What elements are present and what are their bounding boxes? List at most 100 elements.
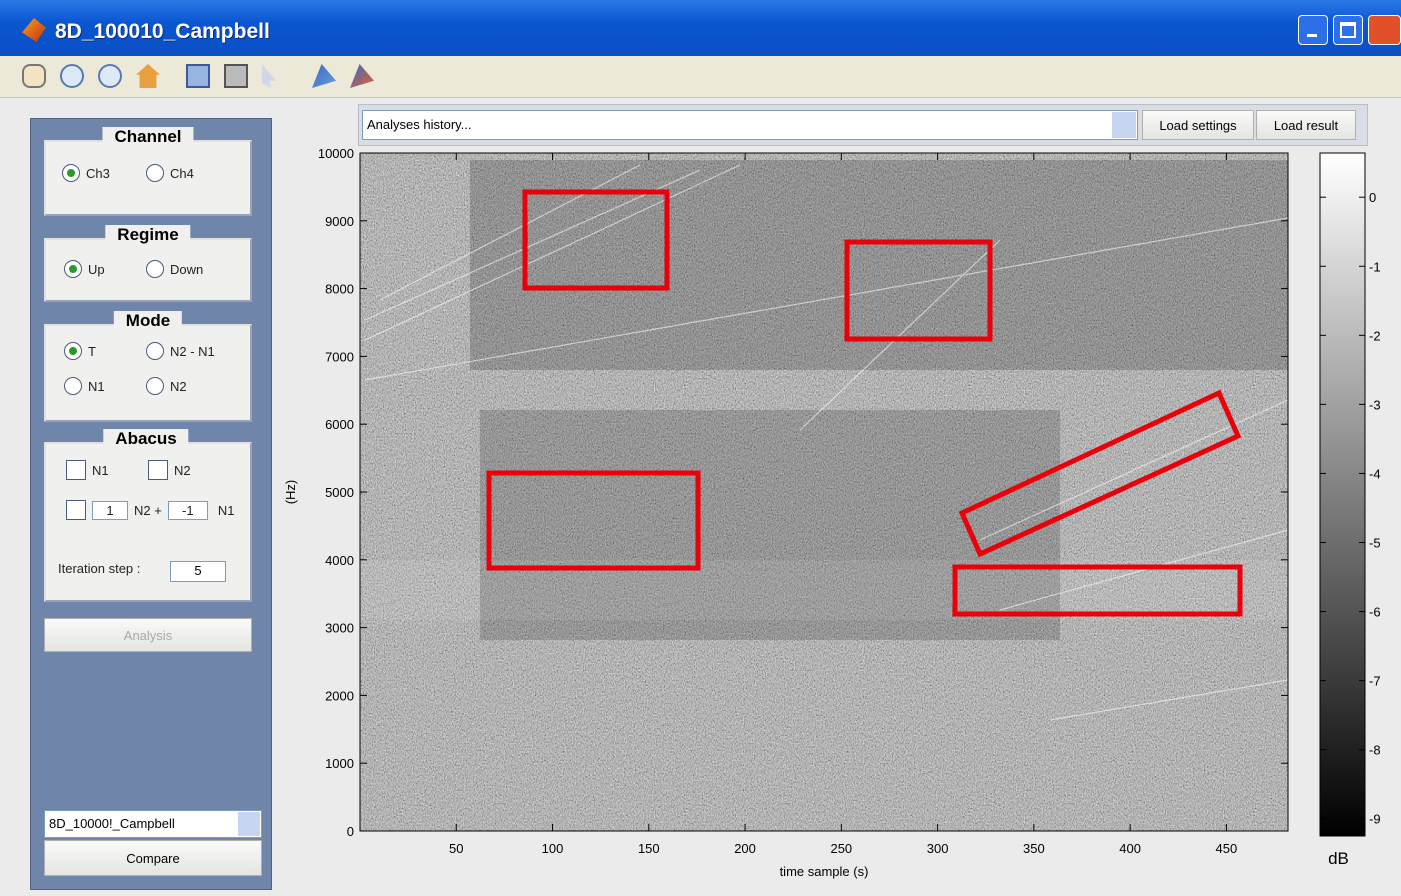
title-bar: 8D_100010_Campbell [0,0,1401,56]
radio-option: Ch3 [62,164,110,182]
label: N2 + [134,503,162,518]
combo-row: 1 N2 + -1 N1 [66,500,234,520]
colorbar-label: dB [1328,849,1349,868]
x-tick-label: 150 [638,841,660,856]
toolbar [0,56,1401,98]
colorbar [1320,153,1365,836]
input-field[interactable]: 5 [170,561,226,582]
maximize-button[interactable] [1333,15,1363,45]
label: N1 [218,503,235,518]
dropdown-arrow[interactable] [238,812,260,836]
y-axis-label: (Hz) [283,480,298,505]
plot-tool[interactable] [312,64,336,88]
radio-option: Down [146,260,203,278]
history-select[interactable]: Analyses history... [362,110,1138,140]
checkbox-option: N2 [148,460,191,480]
minimize-button[interactable] [1298,15,1328,45]
x-tick-label: 350 [1023,841,1045,856]
radio[interactable] [146,377,164,395]
y-tick-label: 5000 [325,485,354,500]
option-label: T [88,344,96,359]
radio[interactable] [62,164,80,182]
mode-group [44,324,252,422]
option-label: N1 [92,463,109,478]
compare-select[interactable]: 8D_10000!_Campbell [44,810,262,838]
y-tick-label: 6000 [325,417,354,432]
input-field[interactable]: 1 [92,501,128,520]
option-label: Ch3 [86,166,110,181]
colorbar-tick-label: -3 [1369,397,1381,412]
close-button[interactable] [1368,15,1401,45]
y-tick-label: 7000 [325,349,354,364]
label: Iteration step : [58,561,140,576]
x-tick-label: 50 [449,841,463,856]
x-tick-label: 450 [1216,841,1238,856]
option-label: N1 [88,379,105,394]
radio-option: N1 [64,377,105,395]
option-label: N2 [170,379,187,394]
y-tick-label: 1000 [325,756,354,771]
x-tick-label: 250 [830,841,852,856]
colorbar-tick-label: -5 [1369,535,1381,550]
load-settings-button[interactable]: Load settings [1142,110,1254,140]
x-tick-label: 300 [927,841,949,856]
home-tool[interactable] [136,64,160,88]
radio[interactable] [64,342,82,360]
colorbar-tick-label: -6 [1369,605,1381,620]
select-value: 8D_10000!_Campbell [49,816,175,831]
option-label: Down [170,262,203,277]
y-tick-label: 0 [347,824,354,839]
group-title: Mode [114,311,182,331]
x-tick-label: 200 [734,841,756,856]
radio-dot [69,347,77,355]
window-title: 8D_100010_Campbell [55,20,270,44]
x-tick-label: 100 [542,841,564,856]
radio[interactable] [146,260,164,278]
zoom-out-tool[interactable] [98,64,122,88]
y-tick-label: 8000 [325,282,354,297]
y-tick-label: 2000 [325,688,354,703]
pan-tool[interactable] [22,64,46,88]
colorbar-tick-label: -1 [1369,259,1381,274]
group-title: Regime [105,225,190,245]
compare-button[interactable]: Compare [44,840,262,876]
checkbox[interactable] [66,500,86,520]
checkbox-option: N1 [66,460,109,480]
radio-dot [69,265,77,273]
select-tool[interactable] [262,64,276,88]
y-tick-label: 4000 [325,553,354,568]
checkbox[interactable] [148,460,168,480]
radio[interactable] [64,377,82,395]
radio[interactable] [146,342,164,360]
colorbar-tick-label: -7 [1369,674,1381,689]
checkbox[interactable] [66,460,86,480]
x-axis-label: time sample (s) [780,864,869,879]
radio-option: N2 - N1 [146,342,215,360]
analysis-button[interactable]: Analysis [44,618,252,652]
select-value: Analyses history... [367,117,472,132]
colorbar-tick-label: -9 [1369,812,1381,827]
y-tick-label: 9000 [325,214,354,229]
radio[interactable] [64,260,82,278]
radio-option: Up [64,260,105,278]
input-field[interactable]: -1 [168,501,208,520]
plot-tool-2[interactable] [350,64,374,88]
radio-option: T [64,342,96,360]
page: Campbell window html, body { margin: 0; … [0,0,1401,896]
dropdown-arrow[interactable] [1112,112,1136,138]
y-tick-label: 10000 [318,146,354,161]
option-label: N2 [174,463,191,478]
radio[interactable] [146,164,164,182]
app-icon [22,18,46,42]
radio-dot [67,169,75,177]
radio-option: N2 [146,377,187,395]
screen: {"window": {"title": "8D_100010_Campbell… [0,0,1401,896]
load-result-button[interactable]: Load result [1256,110,1356,140]
view-tool[interactable] [186,64,210,88]
colorbar-tick-label: -4 [1369,466,1381,481]
save-tool[interactable] [224,64,248,88]
zoom-in-tool[interactable] [60,64,84,88]
colorbar-tick-label: -2 [1369,328,1381,343]
option-label: Ch4 [170,166,194,181]
